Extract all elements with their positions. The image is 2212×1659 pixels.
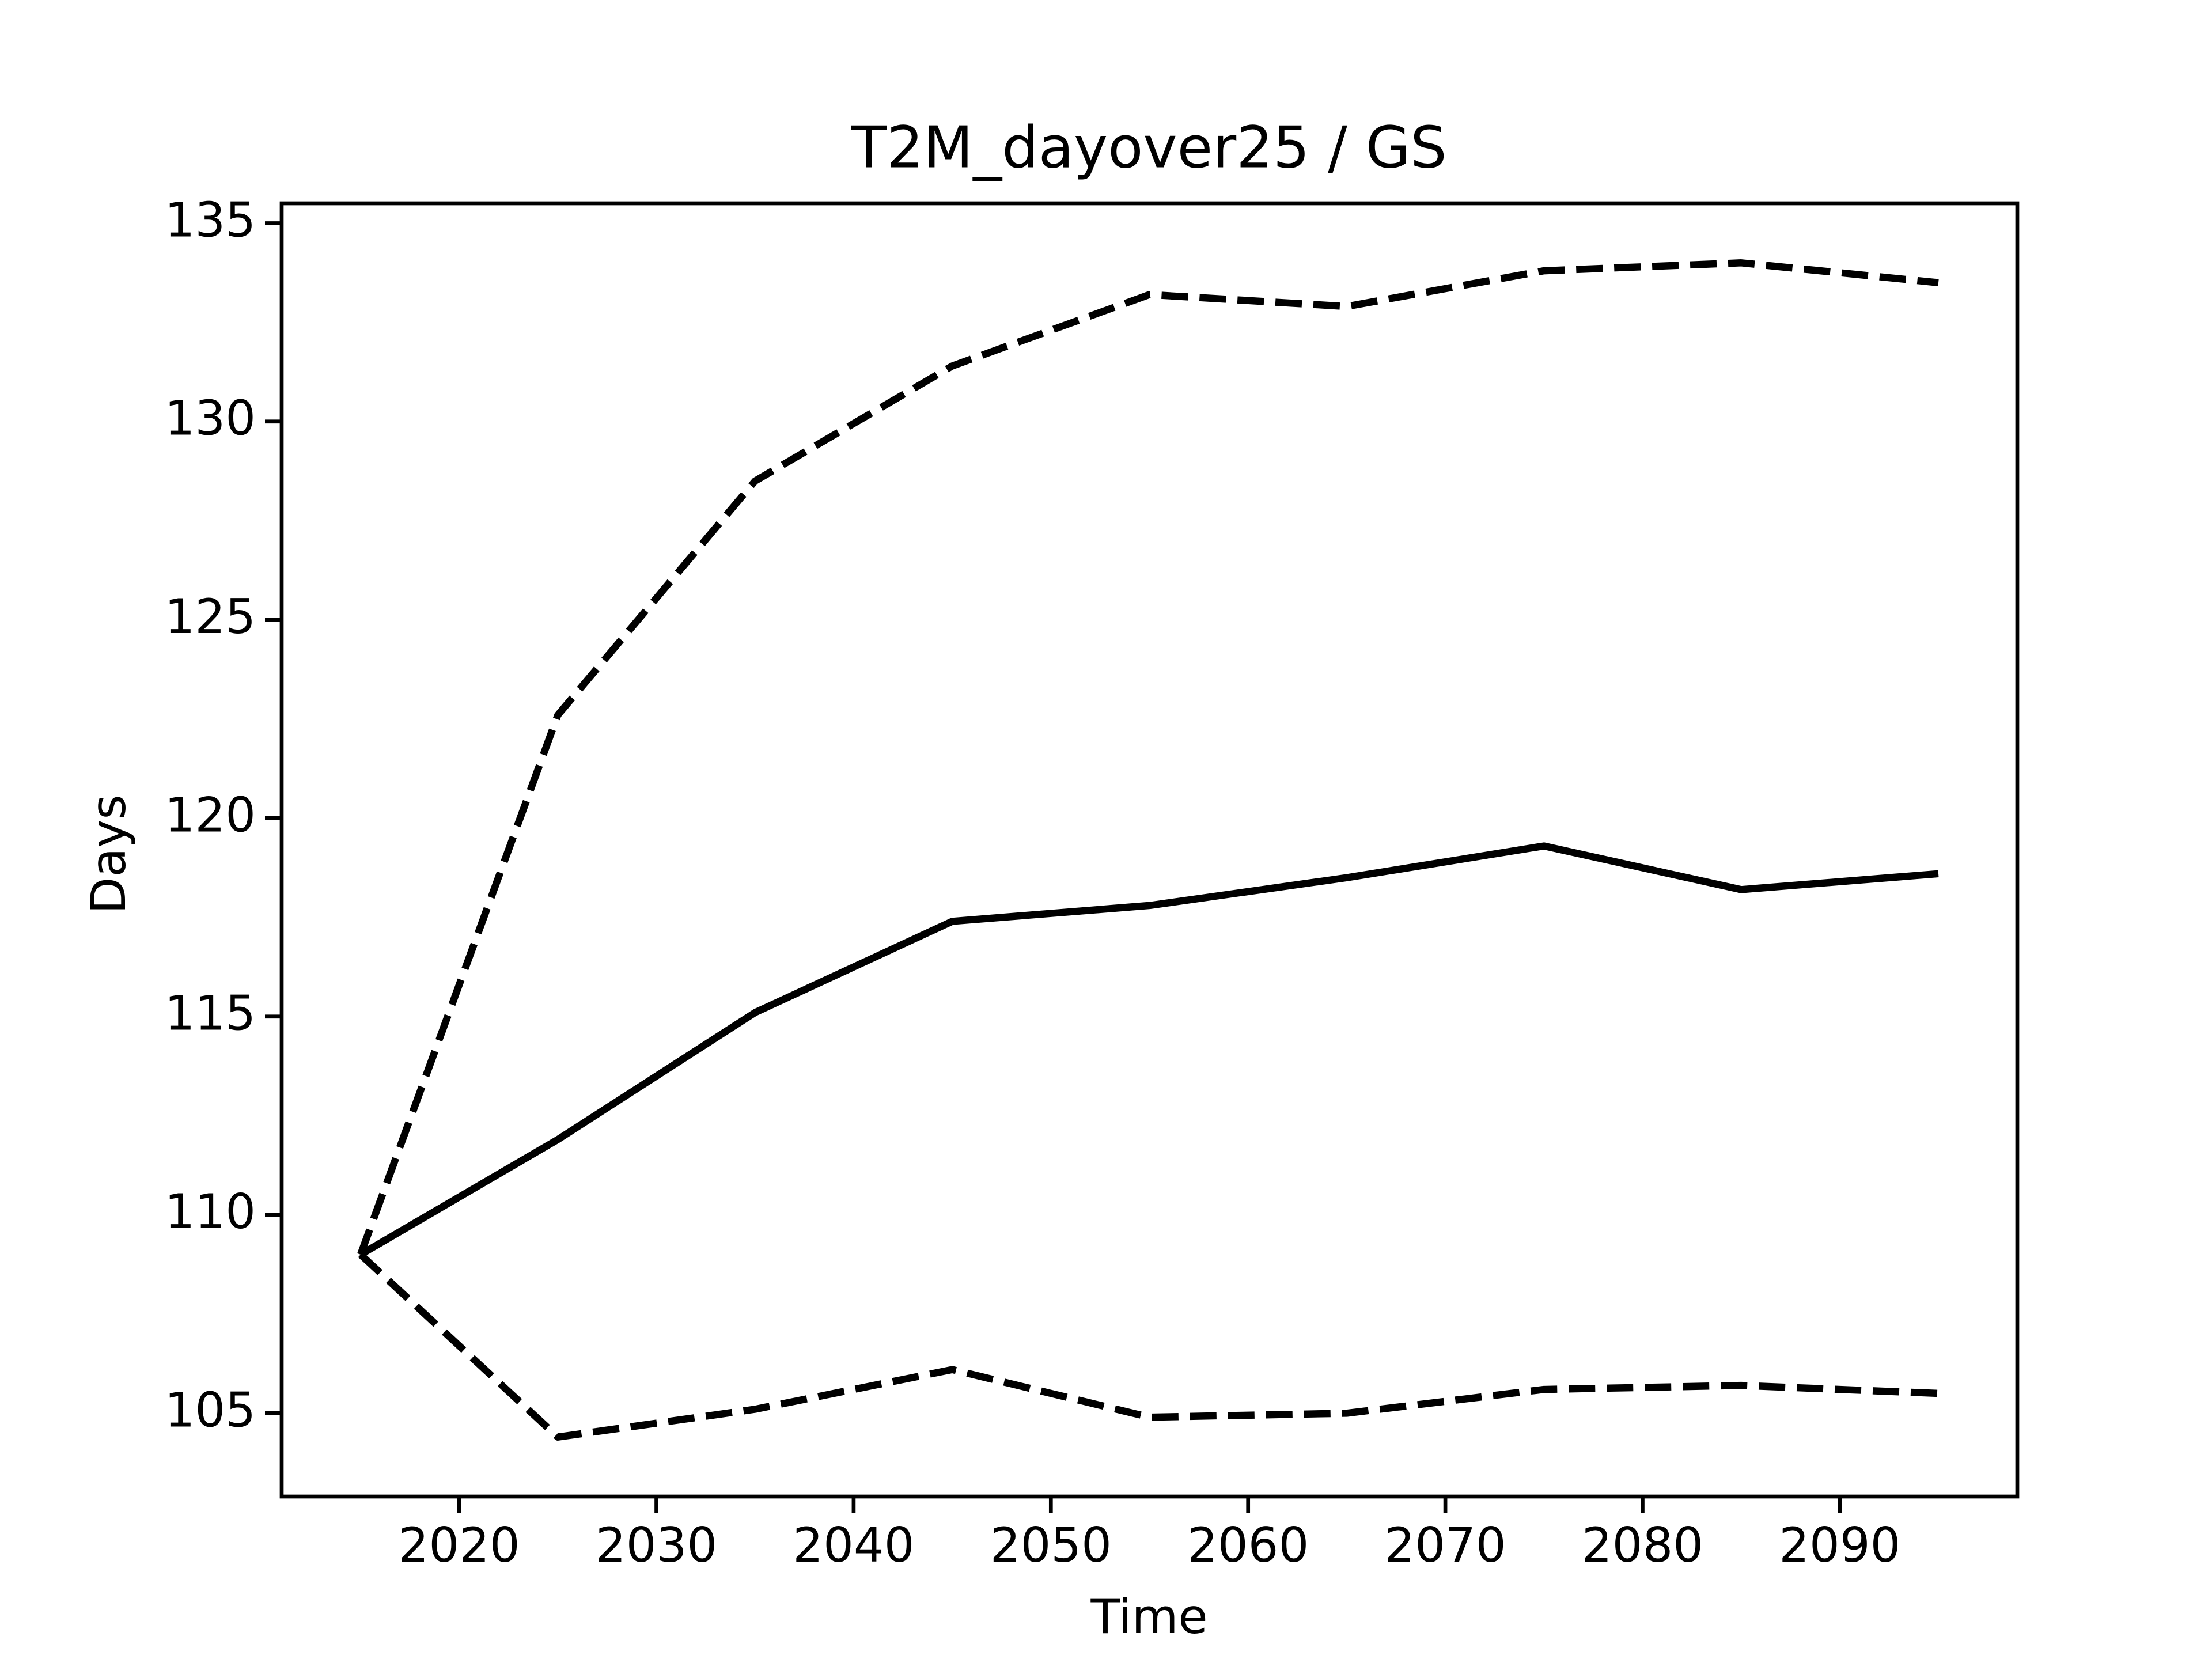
x-tick-label: 2030 [596,1517,717,1573]
x-tick-label: 2070 [1384,1517,1506,1573]
x-axis-label: Time [1090,1589,1207,1645]
series-line [357,259,1939,1256]
chart-title: T2M_dayover25 / GS [851,113,1446,181]
y-tick-label: 105 [165,1382,256,1438]
y-axis-label: Days [81,794,137,914]
y-tick-label: 120 [165,787,256,843]
x-tick-label: 2040 [793,1517,914,1573]
x-tick-label: 2080 [1582,1517,1703,1573]
x-tick-label: 2090 [1779,1517,1900,1573]
x-tick-label: 2020 [399,1517,520,1573]
y-tick-label: 135 [165,192,256,248]
y-tick-label: 125 [165,589,256,645]
y-tick-label: 130 [165,391,256,446]
x-tick-label: 2060 [1187,1517,1309,1573]
y-tick-label: 115 [165,986,256,1041]
plot-frame [279,201,2020,1499]
series-line [358,842,1939,1258]
x-tick-label: 2050 [990,1517,1112,1573]
y-tick-label: 110 [165,1184,256,1240]
